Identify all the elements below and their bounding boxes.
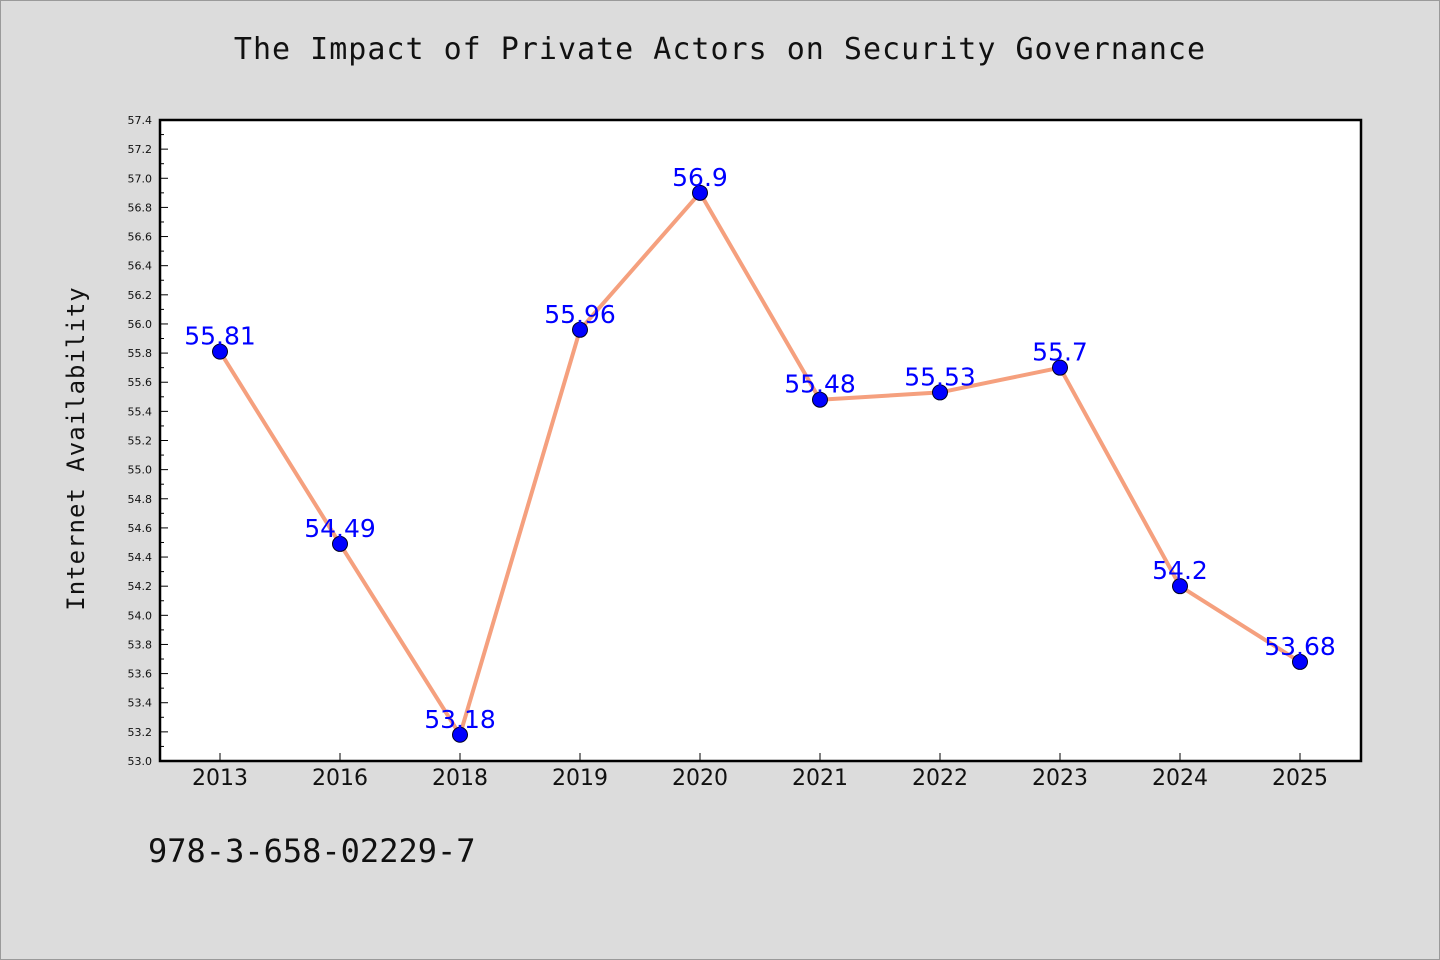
x-axis: 2013 2016 2018 2019 2020 2021 2022 2023 2024 2025 [192,753,1328,791]
x-tick-label: 2022 [912,766,968,791]
y-tick-label: 56.2 [128,289,153,302]
data-label: 54.2 [1152,556,1208,585]
y-tick-label: 56.8 [128,201,153,214]
data-label: 55.96 [544,300,616,329]
data-label: 56.9 [672,163,728,192]
y-tick-label: 55.2 [128,435,153,448]
y-tick-label: 56.4 [128,260,153,273]
isbn-label: 978-3-658-02229-7 [148,832,476,870]
data-point [932,384,948,401]
y-tick-label: 57.0 [128,172,153,185]
data-label: 55.81 [184,322,256,351]
data-point [572,321,588,338]
data-label: 53.18 [424,705,496,734]
data-point [812,391,828,408]
y-tick-label: 54.6 [128,522,153,535]
data-labels: 55.81 54.49 53.18 55.96 56.9 55.48 55.53 55.7 54… [184,163,1336,734]
x-tick-label: 2013 [192,766,248,791]
data-label: 53.68 [1264,632,1336,661]
x-tick-label: 2016 [312,766,368,791]
data-point [212,343,228,360]
x-tick-label: 2023 [1032,766,1088,791]
data-point [1172,578,1188,595]
data-label: 55.53 [904,362,976,391]
y-axis-label: Internet Availability [62,286,90,610]
x-tick-label: 2019 [552,766,608,791]
data-label: 55.48 [784,370,856,399]
y-tick-label: 53.0 [128,755,153,768]
x-tick-label: 2025 [1272,766,1328,791]
x-tick-label: 2020 [672,766,728,791]
y-tick-label: 56.6 [128,231,153,244]
y-tick-label: 53.6 [128,668,153,681]
y-tick-label: 55.6 [128,376,153,389]
data-point [332,535,348,552]
data-point [1292,653,1308,670]
x-tick-label: 2018 [432,766,488,791]
x-tick-label: 2024 [1152,766,1208,791]
data-label: 54.49 [304,514,376,543]
data-point [692,184,708,201]
y-tick-label: 55.8 [128,347,153,360]
y-tick-label: 55.4 [128,405,153,418]
chart-title: The Impact of Private Actors on Security… [233,32,1207,67]
y-tick-label: 54.8 [128,493,153,506]
data-point [1052,359,1068,376]
y-tick-label: 53.8 [128,638,153,651]
y-tick-label: 56.0 [128,318,153,331]
y-tick-label: 54.4 [128,551,153,564]
data-point [452,726,468,743]
y-tick-label: 54.0 [128,609,153,622]
plot-area [158,118,1363,763]
y-tick-label: 55.0 [128,464,153,477]
data-label: 55.7 [1032,338,1088,367]
y-axis: 53.0 53.2 53.4 53.6 53.8 54.0 54.2 54.4 54.6 54.8… [128,114,168,768]
y-tick-label: 57.4 [128,114,153,127]
y-tick-label: 57.2 [128,143,153,156]
y-tick-label: 53.4 [128,697,153,710]
y-tick-label: 54.2 [128,580,153,593]
y-tick-label: 53.2 [128,726,153,739]
series-line [218,190,1302,737]
x-tick-label: 2021 [792,766,848,791]
series-markers [212,184,1308,743]
